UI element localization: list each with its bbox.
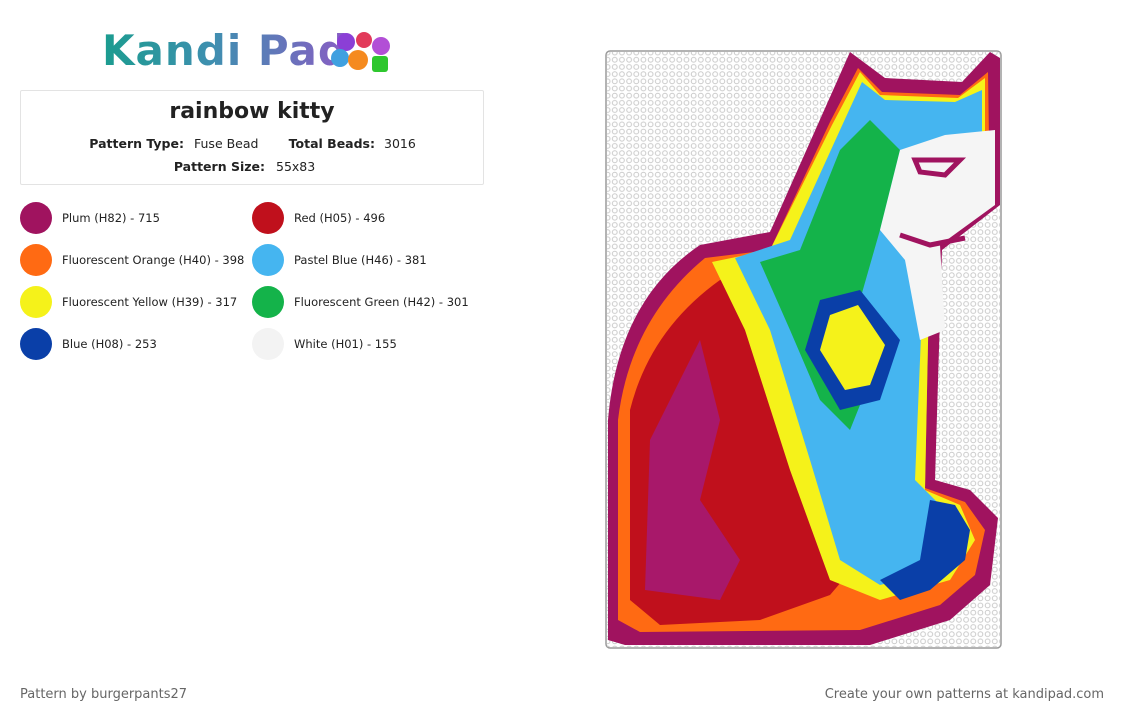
value: 3016 (384, 136, 416, 151)
color-name: Blue (H08) - 253 (62, 337, 157, 351)
bead-region (880, 500, 970, 600)
color-name: Fluorescent Orange (H40) - 398 (62, 253, 245, 267)
logo-bead (372, 56, 388, 72)
color-name: Plum (H82) - 715 (62, 211, 160, 225)
footer-link[interactable]: Create your own patterns at kandipad.com (824, 687, 1104, 702)
bead-region (880, 130, 995, 340)
logo-bead (337, 33, 355, 51)
value: Fuse Bead (194, 136, 259, 151)
color-swatch (20, 244, 52, 276)
logo-bead (348, 50, 368, 70)
color-swatch (252, 286, 284, 318)
label: Total Beads: (288, 136, 375, 151)
logo-bead (372, 37, 390, 55)
bead-region (820, 305, 885, 390)
footer-author[interactable]: Pattern by burgerpants27 (20, 687, 188, 702)
logo-beads (331, 32, 390, 72)
pattern-title: rainbow kitty (169, 99, 335, 124)
bead-region (645, 340, 740, 600)
color-swatch (252, 202, 284, 234)
label: Pattern Size: (173, 159, 265, 174)
logo-bead (331, 49, 349, 67)
color-name: Pastel Blue (H46) - 381 (294, 253, 427, 267)
logo-bead (356, 32, 372, 48)
color-swatch (20, 286, 52, 318)
color-swatch (20, 328, 52, 360)
color-swatch (20, 202, 52, 234)
color-swatch (252, 328, 284, 360)
bead-pattern (605, 50, 1002, 649)
label: Pattern Type: (89, 136, 184, 151)
value: 55x83 (276, 159, 316, 174)
color-name: Red (H05) - 496 (294, 211, 386, 225)
logo[interactable]: Kandi Pad (102, 26, 349, 75)
color-swatch (252, 244, 284, 276)
color-name: White (H01) - 155 (294, 337, 397, 351)
color-name: Fluorescent Yellow (H39) - 317 (62, 295, 238, 309)
pattern-card: rainbow kitty Pattern Type: Fuse Bead To… (20, 90, 484, 185)
color-name: Fluorescent Green (H42) - 301 (294, 295, 469, 309)
bead-region (899, 157, 967, 248)
